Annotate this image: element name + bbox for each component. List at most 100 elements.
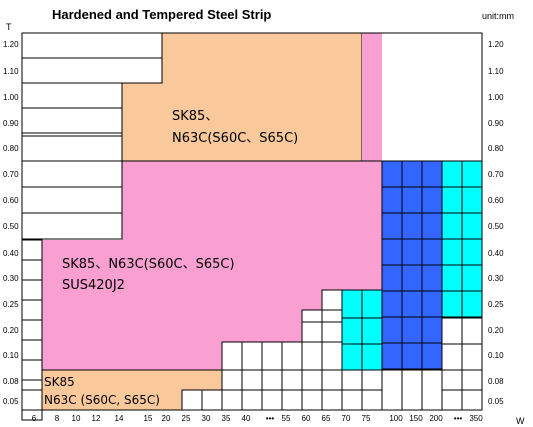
x-tick-label: 20 bbox=[162, 414, 171, 423]
x-tick-label: 14 bbox=[115, 414, 124, 423]
cell-wide bbox=[21, 160, 123, 188]
region-label: SUS420J2 bbox=[62, 278, 125, 293]
cell-cyan bbox=[441, 160, 463, 188]
cell-narrow bbox=[21, 299, 43, 321]
cell-blue bbox=[401, 186, 423, 214]
cell-blue bbox=[381, 212, 403, 240]
x-tick-label: 10 bbox=[72, 414, 81, 423]
region-pink-strip bbox=[362, 33, 382, 161]
cell-white bbox=[301, 321, 323, 343]
cell-white bbox=[381, 369, 403, 411]
chart-title: Hardened and Tempered Steel Strip bbox=[52, 7, 271, 22]
y-tick-label-left: 0.30 bbox=[3, 274, 19, 283]
cell-white bbox=[441, 369, 463, 391]
cell-white bbox=[441, 343, 463, 371]
cell-blue bbox=[381, 160, 403, 188]
cell-white bbox=[461, 389, 483, 411]
cell-blue bbox=[401, 160, 423, 188]
cell-white bbox=[341, 369, 363, 391]
cell-blue bbox=[381, 290, 403, 318]
y-tick-label-right: 1.20 bbox=[488, 40, 504, 49]
unit-label: unit:mm bbox=[482, 11, 514, 21]
cell-blue bbox=[381, 264, 403, 292]
y-tick-label-left: 0.10 bbox=[3, 351, 19, 360]
x-tick-label: 70 bbox=[342, 414, 351, 423]
cell-white bbox=[241, 341, 263, 371]
region-label: SK85 bbox=[44, 375, 75, 389]
x-tick-label: 6 bbox=[32, 414, 37, 423]
y-tick-label-right: 0.30 bbox=[488, 274, 504, 283]
cell-cyan bbox=[361, 317, 383, 345]
region-label: SK85、N63C(S60C、S65C) bbox=[62, 257, 235, 272]
y-tick-label-right: 1.10 bbox=[488, 67, 504, 76]
cell-white bbox=[241, 369, 263, 391]
cell-narrow bbox=[21, 279, 43, 301]
cell-cyan bbox=[341, 289, 363, 319]
cell-white bbox=[441, 317, 463, 345]
y-tick-label-right: 0.90 bbox=[488, 119, 504, 128]
cell-blue bbox=[421, 238, 443, 266]
x-tick-label: 12 bbox=[92, 414, 101, 423]
y-tick-label-right: 0.40 bbox=[488, 249, 504, 258]
cell-wide bbox=[21, 82, 123, 109]
cell-wide bbox=[21, 212, 123, 240]
y-tick-label-right: 0.70 bbox=[488, 170, 504, 179]
y-tick-label-left: 0.25 bbox=[3, 300, 19, 309]
cell-white bbox=[321, 389, 343, 411]
y-tick-label-left: 1.20 bbox=[3, 40, 19, 49]
cell-wide bbox=[21, 107, 123, 134]
x-tick-label: ••• bbox=[266, 414, 275, 423]
cell-blue bbox=[381, 186, 403, 214]
y-tick-label-right: 0.10 bbox=[488, 351, 504, 360]
cell-cyan bbox=[441, 238, 463, 266]
y-tick-label-right: 0.60 bbox=[488, 196, 504, 205]
cell-blue bbox=[421, 160, 443, 188]
y-axis-label: T bbox=[6, 22, 12, 32]
cell-narrow bbox=[21, 319, 43, 341]
y-tick-label-left: 0.20 bbox=[3, 326, 19, 335]
y-tick-label-left: 0.50 bbox=[3, 222, 19, 231]
cell-blue bbox=[421, 316, 443, 344]
cell-blue bbox=[381, 238, 403, 266]
cell-blue bbox=[421, 186, 443, 214]
cell-white bbox=[461, 369, 483, 391]
cell-white bbox=[461, 343, 483, 371]
cell-cyan bbox=[441, 264, 463, 292]
y-tick-label-right: 0.20 bbox=[488, 326, 504, 335]
cell-white bbox=[321, 341, 343, 371]
cell-white bbox=[241, 389, 263, 411]
cell-cyan bbox=[461, 238, 483, 266]
cell-blue bbox=[381, 316, 403, 344]
y-tick-label-left: 0.60 bbox=[3, 196, 19, 205]
cell-white bbox=[221, 389, 243, 411]
cell-white bbox=[321, 289, 343, 311]
cell-cyan bbox=[461, 160, 483, 188]
x-tick-label: ••• bbox=[454, 414, 463, 423]
cell-blue bbox=[421, 290, 443, 318]
x-tick-label: 15 bbox=[144, 414, 153, 423]
cell-blue bbox=[401, 342, 423, 370]
cell-blue bbox=[421, 212, 443, 240]
cell-white bbox=[301, 341, 323, 371]
y-tick-label-left: 0.40 bbox=[3, 249, 19, 258]
grid-border bbox=[21, 32, 483, 411]
y-tick-label-left: 0.05 bbox=[3, 397, 19, 406]
cell-cyan bbox=[441, 212, 463, 240]
x-tick-label: 55 bbox=[282, 414, 291, 423]
cell-white bbox=[361, 369, 383, 391]
x-tick-label: 200 bbox=[429, 414, 443, 423]
chart-axis-labels: 1.20 1.20 1.10 1.10 1.00 1.00 0.90 0.90 0.80 0.80… bbox=[3, 40, 504, 423]
cell-cyan bbox=[341, 317, 363, 345]
cell-white bbox=[401, 369, 423, 411]
cell-wide bbox=[21, 32, 163, 59]
cell-cyan bbox=[461, 186, 483, 214]
cell-cyan bbox=[341, 343, 363, 371]
x-tick-label: 150 bbox=[409, 414, 423, 423]
cell-narrow bbox=[21, 339, 43, 361]
cell-blue bbox=[421, 342, 443, 370]
cell-narrow bbox=[21, 259, 43, 281]
x-tick-label: 65 bbox=[322, 414, 331, 423]
x-tick-label: 40 bbox=[242, 414, 251, 423]
cell-white bbox=[421, 369, 443, 411]
cell-white bbox=[221, 369, 243, 391]
